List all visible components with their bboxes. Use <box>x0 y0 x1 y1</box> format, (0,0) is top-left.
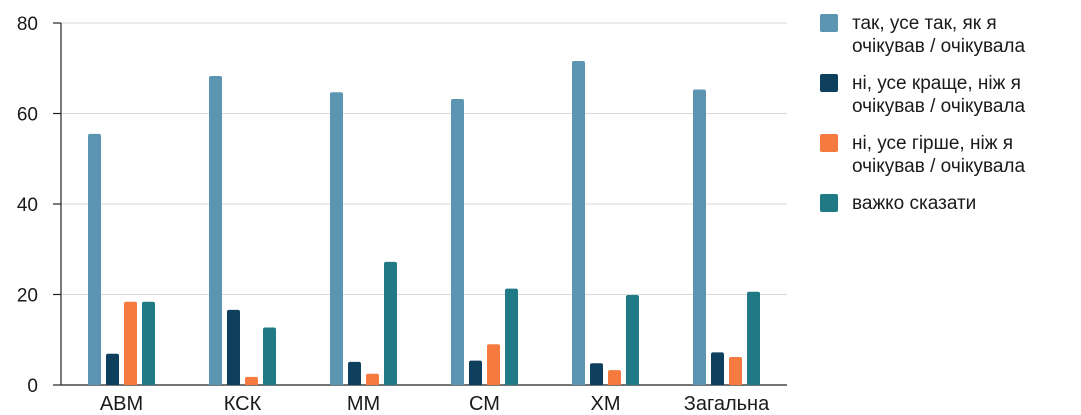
bar <box>263 327 276 385</box>
bar <box>88 133 101 385</box>
bar <box>590 363 603 385</box>
legend-item: ні, усе гірше, ніж я очікував / очікувал… <box>820 132 1078 178</box>
x-tick-label: ММ <box>347 393 380 415</box>
x-tick-label: ХМ <box>591 393 621 415</box>
legend-swatch <box>820 134 838 152</box>
bar <box>330 92 343 386</box>
legend-label: так, усе так, як я очікував / очікувала <box>852 13 1026 57</box>
bar <box>747 291 760 385</box>
bar <box>469 360 482 385</box>
x-tick-label: СМ <box>469 393 500 415</box>
bar <box>348 361 361 385</box>
bar <box>384 261 397 385</box>
x-tick-label: Загальна <box>684 393 770 415</box>
bar <box>245 376 258 385</box>
legend: так, усе так, як я очікував / очікувала … <box>820 12 1078 229</box>
legend-item: так, усе так, як я очікував / очікувала <box>820 12 1078 58</box>
tick-labels: 0 20 40 60 80 АВМ КСК ММ СМ ХМ Загальна <box>17 14 770 415</box>
bar <box>227 309 240 385</box>
legend-item: важко сказати <box>820 192 1078 215</box>
bar <box>106 353 119 385</box>
bar <box>572 61 585 385</box>
y-tick-label: 20 <box>17 286 38 307</box>
bar <box>505 288 518 385</box>
axes <box>53 22 787 386</box>
bar <box>209 75 222 385</box>
bar <box>124 301 137 385</box>
bar <box>729 356 742 385</box>
bar <box>626 294 639 385</box>
x-tick-label: АВМ <box>100 393 143 415</box>
y-tick-label: 0 <box>27 376 38 397</box>
bar <box>693 89 706 385</box>
gridlines <box>61 22 787 295</box>
legend-label: важко сказати <box>852 193 977 214</box>
y-tick-label: 60 <box>17 105 38 126</box>
bar <box>608 370 621 385</box>
bar <box>487 344 500 385</box>
legend-label: ні, усе гірше, ніж я очікував / очікувал… <box>852 133 1026 177</box>
bar <box>142 301 155 385</box>
bar <box>366 373 379 385</box>
legend-swatch <box>820 194 838 212</box>
bar <box>451 99 464 386</box>
plot-area: 0 20 40 60 80 АВМ КСК ММ СМ ХМ Загальна <box>17 14 787 415</box>
bar <box>711 352 724 385</box>
legend-swatch <box>820 74 838 92</box>
legend-label: ні, усе краще, ніж я очікував / очікувал… <box>852 73 1026 117</box>
y-tick-label: 40 <box>17 195 38 216</box>
legend-swatch <box>820 14 838 32</box>
bars <box>88 61 760 386</box>
legend-item: ні, усе краще, ніж я очікував / очікувал… <box>820 72 1078 118</box>
y-tick-label: 80 <box>17 14 38 35</box>
x-tick-label: КСК <box>224 393 262 415</box>
